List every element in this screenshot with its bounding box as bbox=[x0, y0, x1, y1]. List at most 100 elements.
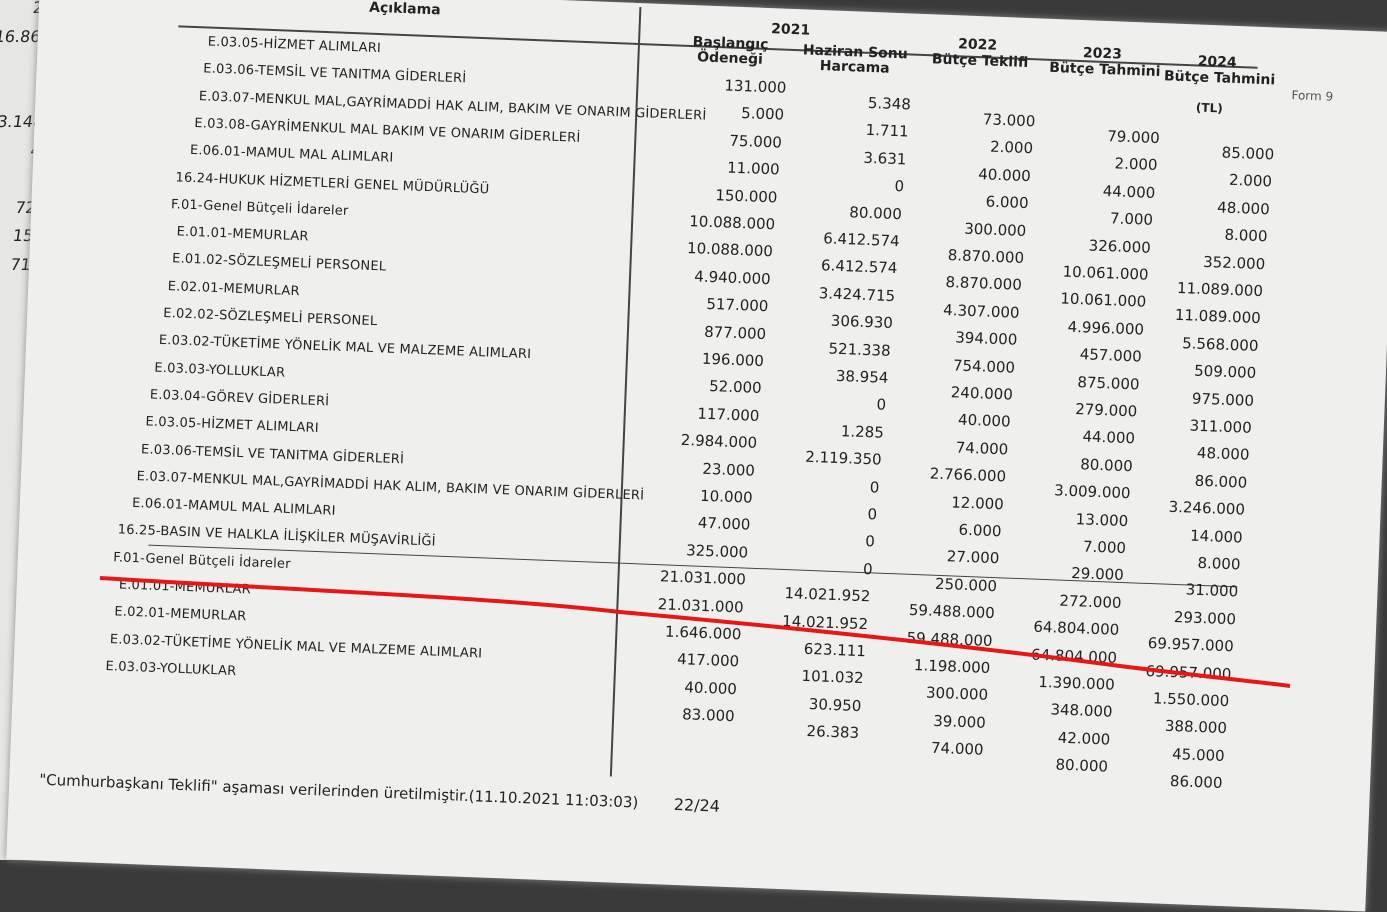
cell-value: 21.031.000 bbox=[659, 567, 747, 589]
cell-value: 8.870.000 bbox=[947, 246, 1025, 267]
cell-value: 623.111 bbox=[803, 639, 867, 661]
cell-value: 306.930 bbox=[830, 311, 894, 333]
cell-value: 11.089.000 bbox=[1174, 306, 1262, 328]
cell-value: 1.646.000 bbox=[664, 622, 742, 644]
row-description: E.02.01-MEMURLAR bbox=[114, 604, 247, 625]
cell-value: 250.000 bbox=[934, 574, 998, 595]
cell-value: 10.088.000 bbox=[686, 239, 774, 261]
cell-value: 196.000 bbox=[701, 349, 765, 371]
footer-note: "Cumhurbaşkanı Teklifi" aşaması verileri… bbox=[38, 770, 639, 812]
cell-value: 83.000 bbox=[681, 705, 735, 726]
cell-value: 0 bbox=[869, 477, 880, 497]
row-description: E.03.07-MENKUL MAL,GAYRİMADDİ HAK ALIM, … bbox=[136, 468, 645, 504]
cell-value: 975.000 bbox=[1191, 389, 1255, 410]
row-description: F.01-Genel Bütçeli İdareler bbox=[112, 549, 291, 572]
row-description: F.01-Genel Bütçeli İdareler bbox=[170, 196, 349, 219]
cell-value: 150.000 bbox=[715, 185, 778, 207]
cell-value: 31.000 bbox=[1185, 580, 1239, 601]
cell-value: 311.000 bbox=[1189, 416, 1253, 437]
cell-value: 27.000 bbox=[946, 547, 1000, 568]
column-heading: Bütçe Tahmini bbox=[1048, 59, 1161, 81]
year-heading: 2024 bbox=[1197, 53, 1237, 71]
cell-value: 293.000 bbox=[1173, 607, 1237, 629]
cell-value: 48.000 bbox=[1216, 198, 1271, 219]
cell-value: 10.061.000 bbox=[1060, 289, 1147, 312]
row-description: E.06.01-MAMUL MAL ALIMLARI bbox=[131, 496, 336, 519]
cell-value: 517.000 bbox=[706, 295, 769, 316]
cell-value: 48.000 bbox=[1196, 444, 1250, 465]
cell-value: 875.000 bbox=[1077, 372, 1140, 394]
year-heading: 2023 bbox=[1082, 45, 1123, 63]
cell-value: 0 bbox=[894, 177, 905, 196]
cell-value: 2.000 bbox=[1114, 154, 1158, 175]
cell-value: 47.000 bbox=[697, 514, 751, 535]
cell-value: 279.000 bbox=[1074, 400, 1138, 421]
cell-value: 272.000 bbox=[1059, 591, 1122, 612]
cell-value: 3.424.715 bbox=[818, 283, 896, 305]
cell-value: 6.000 bbox=[985, 192, 1029, 213]
cell-value: 1.550.000 bbox=[1152, 689, 1230, 711]
cell-value: 6.000 bbox=[958, 520, 1002, 541]
cell-value: 52.000 bbox=[708, 377, 762, 398]
row-description: E.01.01-MEMURLAR bbox=[176, 224, 309, 245]
row-description: E.03.06-TEMSİL VE TANITMA GİDERLERİ bbox=[203, 61, 467, 87]
cell-value: 3.009.000 bbox=[1053, 481, 1131, 503]
cell-value: 86.000 bbox=[1169, 772, 1223, 793]
column-heading: Haziran Sonu Harcama bbox=[802, 42, 909, 77]
cell-value: 40.000 bbox=[957, 410, 1011, 431]
cell-value: 8.870.000 bbox=[945, 273, 1023, 295]
cell-value: 240.000 bbox=[950, 383, 1014, 404]
cell-value: 80.000 bbox=[849, 202, 903, 223]
cell-value: 59.488.000 bbox=[906, 628, 993, 650]
cell-value: 42.000 bbox=[1057, 728, 1111, 749]
cell-value: 80.000 bbox=[1055, 755, 1109, 776]
cell-value: 69.957.000 bbox=[1145, 661, 1232, 683]
row-description: 16.24-HUKUK HİZMETLERİ GENEL MÜDÜRLÜĞÜ bbox=[175, 169, 490, 197]
row-description: E.03.07-MENKUL MAL,GAYRİMADDİ HAK ALIM, … bbox=[198, 88, 707, 124]
cell-value: 85.000 bbox=[1221, 143, 1275, 164]
cell-value: 0 bbox=[864, 532, 876, 551]
cell-value: 3.246.000 bbox=[1168, 497, 1246, 519]
cell-value: 0 bbox=[867, 505, 878, 524]
cell-value: 521.338 bbox=[828, 339, 891, 360]
cell-value: 5.348 bbox=[867, 93, 912, 114]
cell-value: 11.089.000 bbox=[1176, 278, 1264, 301]
cell-value: 0 bbox=[862, 559, 873, 579]
cell-value: 6.412.574 bbox=[822, 229, 900, 251]
cell-value: 10.088.000 bbox=[688, 212, 776, 234]
cell-value: 64.804.000 bbox=[1033, 617, 1120, 640]
year-heading: 2021 bbox=[770, 21, 811, 39]
cell-value: 2.119.350 bbox=[804, 447, 882, 469]
cell-value: 12.000 bbox=[950, 492, 1005, 513]
cell-value: 417.000 bbox=[676, 650, 740, 671]
cell-value: 14.021.952 bbox=[784, 584, 871, 606]
cell-value: 325.000 bbox=[685, 541, 749, 562]
row-description: E.03.02-TÜKETİME YÖNELİK MAL VE MALZEME … bbox=[109, 631, 483, 662]
cell-value: 7.000 bbox=[1109, 209, 1154, 230]
cell-value: 394.000 bbox=[954, 328, 1018, 349]
document-page: Açıklama Form 9 (TL) "Cumhurbaşkanı Tekl… bbox=[6, 0, 1387, 912]
cell-value: 13.000 bbox=[1075, 509, 1129, 530]
cell-value: 3.631 bbox=[863, 148, 907, 169]
cell-value: 74.000 bbox=[955, 438, 1009, 459]
cell-value: 0 bbox=[876, 395, 887, 415]
cell-value: 352.000 bbox=[1202, 252, 1266, 273]
cell-value: 457.000 bbox=[1079, 345, 1143, 366]
cell-value: 74.000 bbox=[930, 738, 984, 759]
cell-value: 2.984.000 bbox=[680, 431, 758, 453]
cell-value: 64.804.000 bbox=[1030, 645, 1118, 667]
row-description: E.03.05-HİZMET ALIMLARI bbox=[207, 34, 382, 57]
column-heading: Başlangıç Ödeneği bbox=[692, 34, 769, 68]
cell-value: 79.000 bbox=[1106, 127, 1161, 148]
cell-value: 8.000 bbox=[1197, 553, 1241, 574]
cell-value: 6.412.574 bbox=[820, 256, 898, 278]
cell-value: 45.000 bbox=[1171, 744, 1226, 765]
cell-value: 5.568.000 bbox=[1181, 333, 1259, 355]
cell-value: 44.000 bbox=[1102, 181, 1156, 202]
cell-value: 348.000 bbox=[1050, 700, 1113, 722]
row-description: E.02.02-SÖZLEŞMELİ PERSONEL bbox=[163, 305, 378, 330]
cell-value: 26.383 bbox=[806, 722, 860, 743]
cell-value: 4.996.000 bbox=[1067, 317, 1145, 339]
cell-value: 509.000 bbox=[1193, 361, 1257, 383]
